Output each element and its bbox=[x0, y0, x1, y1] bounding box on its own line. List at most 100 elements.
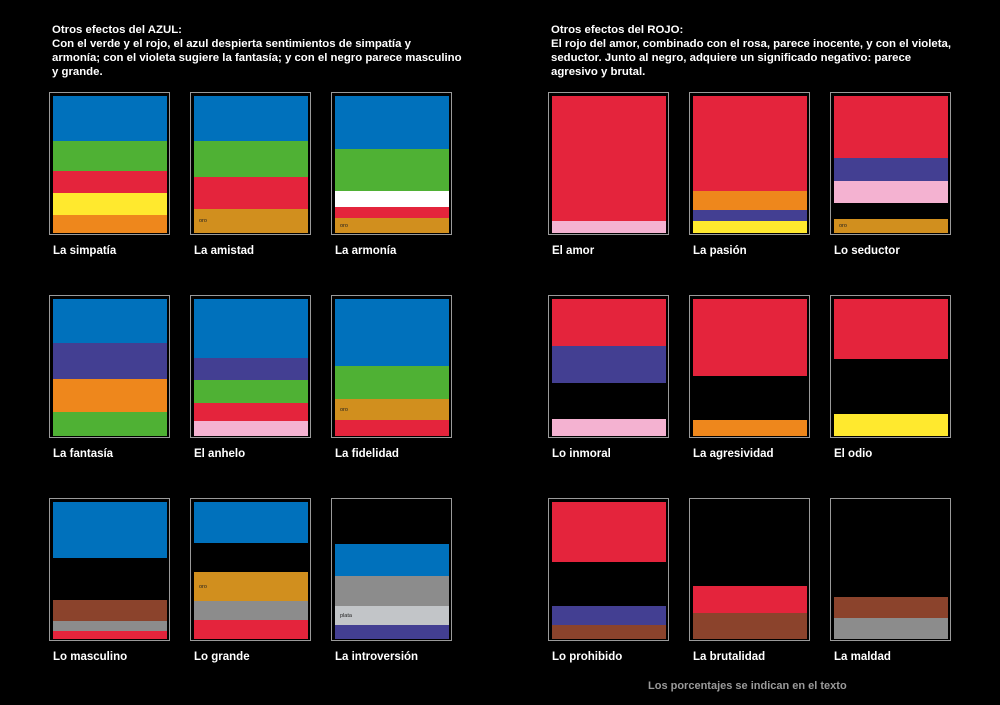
color-stripe bbox=[335, 96, 449, 149]
color-stripe bbox=[53, 215, 167, 233]
azul-heading-body: Con el verde y el rojo, el azul despiert… bbox=[52, 38, 462, 78]
color-stripe bbox=[335, 149, 449, 191]
color-stripe bbox=[834, 618, 948, 639]
color-stripe bbox=[53, 600, 167, 621]
color-stripe bbox=[194, 502, 308, 543]
color-stripe bbox=[53, 621, 167, 631]
card-label: La fantasía bbox=[53, 448, 114, 460]
color-stripe bbox=[693, 96, 807, 191]
color-card-rojo-9 bbox=[830, 498, 951, 641]
color-stripe bbox=[53, 631, 167, 639]
color-stripe bbox=[693, 299, 807, 376]
color-stripe bbox=[194, 299, 308, 358]
card-label: Lo seductor bbox=[834, 245, 900, 257]
color-stripe bbox=[335, 502, 449, 544]
color-stripe bbox=[552, 346, 666, 383]
color-card-rojo-4 bbox=[548, 295, 669, 438]
color-card-azul-8: oro bbox=[190, 498, 311, 641]
color-stripe: oro bbox=[834, 219, 948, 233]
color-stripe bbox=[552, 383, 666, 419]
color-card-rojo-5 bbox=[689, 295, 810, 438]
card-label: La armonía bbox=[335, 245, 397, 257]
card-label: La simpatía bbox=[53, 245, 117, 257]
color-stripe bbox=[53, 299, 167, 343]
card-label: Lo inmoral bbox=[552, 448, 611, 460]
color-stripe: oro bbox=[194, 572, 308, 601]
color-stripe bbox=[552, 299, 666, 346]
color-card-azul-6: oro bbox=[331, 295, 452, 438]
card-label: La agresividad bbox=[693, 448, 774, 460]
card-label: Lo masculino bbox=[53, 651, 128, 663]
color-stripe bbox=[194, 380, 308, 403]
card-label: Lo grande bbox=[194, 651, 250, 663]
color-stripe bbox=[552, 562, 666, 606]
color-stripe bbox=[552, 502, 666, 562]
color-stripe bbox=[335, 299, 449, 366]
color-stripe bbox=[53, 96, 167, 141]
color-stripe bbox=[335, 191, 449, 207]
color-card-azul-3: oro bbox=[331, 92, 452, 235]
color-stripe bbox=[194, 177, 308, 209]
color-card-rojo-6 bbox=[830, 295, 951, 438]
rojo-heading-title: Otros efectos del ROJO: bbox=[551, 24, 684, 36]
card-label: La amistad bbox=[194, 245, 255, 257]
footnote: Los porcentajes se indican en el texto bbox=[648, 680, 847, 692]
stripe-tag: oro bbox=[199, 583, 207, 590]
color-stripe bbox=[194, 601, 308, 620]
color-stripe: oro bbox=[194, 209, 308, 233]
color-stripe bbox=[693, 221, 807, 233]
card-label: La pasión bbox=[693, 245, 747, 257]
color-card-azul-1 bbox=[49, 92, 170, 235]
color-stripe bbox=[834, 158, 948, 181]
color-stripe bbox=[834, 203, 948, 219]
color-stripe bbox=[834, 181, 948, 203]
card-label: El odio bbox=[834, 448, 873, 460]
color-stripe bbox=[53, 193, 167, 215]
color-stripe bbox=[194, 141, 308, 177]
color-stripe: oro bbox=[335, 218, 449, 233]
card-label: La brutalidad bbox=[693, 651, 766, 663]
color-stripe bbox=[693, 420, 807, 436]
color-stripe bbox=[834, 597, 948, 618]
color-card-azul-2: oro bbox=[190, 92, 311, 235]
color-stripe bbox=[834, 96, 948, 158]
color-stripe bbox=[335, 576, 449, 606]
color-stripe bbox=[194, 96, 308, 141]
color-stripe bbox=[335, 544, 449, 576]
color-stripe bbox=[53, 558, 167, 600]
color-card-azul-9: plata bbox=[331, 498, 452, 641]
color-stripe bbox=[194, 421, 308, 436]
card-label: El amor bbox=[552, 245, 595, 257]
color-stripe bbox=[194, 620, 308, 639]
color-stripe bbox=[53, 502, 167, 558]
color-card-rojo-1 bbox=[548, 92, 669, 235]
color-card-rojo-3: oro bbox=[830, 92, 951, 235]
color-stripe bbox=[693, 210, 807, 221]
card-label: La maldad bbox=[834, 651, 891, 663]
color-stripe bbox=[834, 299, 948, 359]
color-card-azul-7 bbox=[49, 498, 170, 641]
stripe-tag: oro bbox=[199, 218, 207, 224]
color-stripe bbox=[53, 379, 167, 412]
stripe-tag: oro bbox=[839, 223, 847, 229]
color-stripe bbox=[693, 502, 807, 586]
color-stripe bbox=[834, 414, 948, 436]
stripe-tag: oro bbox=[340, 222, 348, 229]
color-card-rojo-7 bbox=[548, 498, 669, 641]
rojo-heading-body: El rojo del amor, combinado con el rosa,… bbox=[551, 38, 952, 78]
card-label: Lo prohibido bbox=[552, 651, 623, 663]
color-stripe bbox=[53, 171, 167, 193]
card-label: La fidelidad bbox=[335, 448, 399, 460]
color-card-azul-4 bbox=[49, 295, 170, 438]
color-stripe: plata bbox=[335, 606, 449, 625]
azul-heading-title: Otros efectos del AZUL: bbox=[52, 24, 182, 36]
rojo-heading: Otros efectos del ROJO: El rojo del amor… bbox=[551, 23, 961, 79]
stripe-tag: plata bbox=[340, 612, 352, 619]
color-stripe bbox=[194, 358, 308, 380]
color-stripe bbox=[53, 412, 167, 436]
color-stripe bbox=[335, 625, 449, 639]
color-card-azul-5 bbox=[190, 295, 311, 438]
color-stripe bbox=[693, 613, 807, 639]
color-stripe bbox=[552, 625, 666, 639]
color-stripe bbox=[693, 191, 807, 210]
